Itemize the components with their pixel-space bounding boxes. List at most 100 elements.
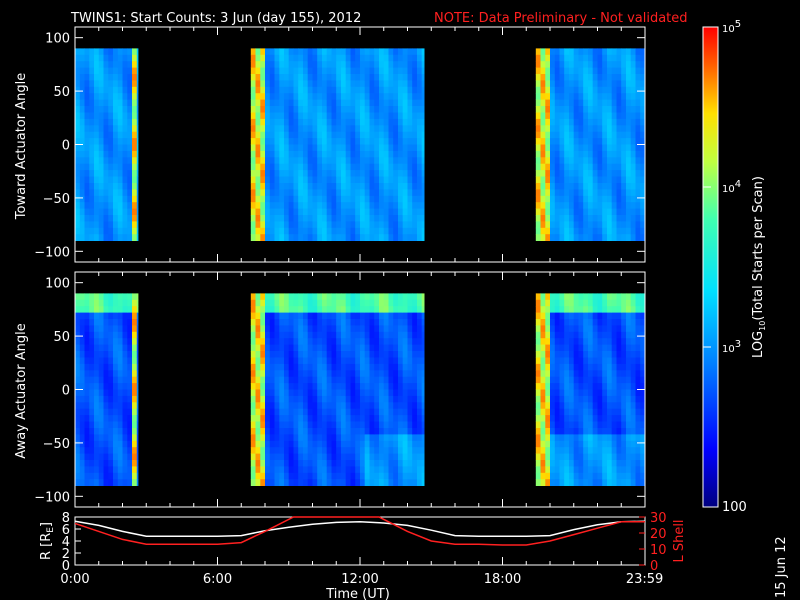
heatmap-cell	[597, 61, 603, 68]
heatmap-cell	[360, 93, 366, 100]
heatmap-cell	[398, 453, 404, 461]
heatmap-cell	[607, 93, 613, 100]
heatmap-cell	[616, 338, 622, 345]
heatmap-cell	[564, 138, 570, 145]
heatmap-cell	[284, 202, 290, 209]
heatmap-cell	[79, 195, 85, 203]
heatmap-cell	[379, 208, 385, 216]
heatmap-cell	[122, 99, 128, 107]
heatmap-cell	[393, 402, 399, 410]
heatmap-cell	[103, 338, 109, 345]
heatmap-cell	[288, 170, 294, 177]
heatmap-cell	[132, 118, 138, 126]
heatmap-cell	[317, 440, 323, 448]
heatmap-cell	[279, 67, 285, 75]
heatmap-cell	[317, 306, 323, 313]
heatmap-cell	[630, 351, 636, 358]
heatmap-cell	[616, 312, 622, 320]
heatmap-cell	[331, 306, 337, 313]
heatmap-cell	[559, 402, 565, 410]
heatmap-cell	[540, 215, 546, 222]
heatmap-cell	[132, 472, 138, 480]
heatmap-cell	[559, 183, 565, 190]
heatmap-cell	[569, 195, 575, 203]
heatmap-cell	[284, 138, 290, 145]
heatmap-cell	[113, 112, 119, 120]
heatmap-cell	[626, 99, 632, 107]
heatmap-cell	[640, 221, 646, 229]
heatmap-cell	[265, 208, 271, 216]
heatmap-cell	[379, 306, 385, 313]
heatmap-cell	[364, 415, 370, 422]
heatmap-cell	[407, 131, 413, 139]
heatmap-cell	[260, 118, 266, 126]
heatmap-cell	[341, 74, 347, 81]
heatmap-cell	[293, 402, 299, 410]
heatmap-cell	[602, 80, 608, 88]
heatmap-cell	[393, 150, 399, 158]
heatmap-cell	[75, 357, 81, 365]
heatmap-cell	[293, 80, 299, 88]
heatmap-cell	[355, 479, 361, 486]
heatmap-cell	[127, 428, 133, 435]
heatmap-cell	[274, 447, 280, 454]
heatmap-cell	[407, 338, 413, 345]
heatmap-cell	[350, 395, 356, 403]
heatmap-cell	[417, 227, 423, 235]
heatmap-cell	[388, 99, 394, 107]
heatmap-cell	[597, 306, 603, 313]
heatmap-cell	[89, 415, 95, 422]
heatmap-cell	[355, 234, 361, 241]
heatmap-cell	[412, 138, 418, 145]
heatmap-cell	[355, 202, 361, 209]
heatmap-cell	[103, 466, 109, 474]
heatmap-cell	[255, 157, 261, 165]
heatmap-cell	[550, 234, 556, 241]
heatmap-cell	[350, 479, 356, 486]
heatmap-cell	[573, 144, 579, 152]
heatmap-cell	[265, 389, 271, 397]
heatmap-cell	[288, 447, 294, 454]
y-tick-label: 0	[62, 384, 70, 399]
heatmap-cell	[293, 395, 299, 403]
lshell-series-line	[74, 516, 645, 546]
heatmap-cell	[79, 118, 85, 126]
heatmap-cell	[265, 351, 271, 358]
heatmap-cell	[550, 479, 556, 486]
heatmap-cell	[127, 80, 133, 88]
heatmap-cell	[578, 93, 584, 100]
heatmap-cell	[592, 344, 598, 352]
heatmap-cell	[326, 144, 332, 152]
heatmap-cell	[379, 202, 385, 209]
heatmap-cell	[554, 138, 560, 145]
heatmap-cell	[407, 408, 413, 416]
heatmap-cell	[113, 472, 119, 480]
heatmap-cell	[103, 74, 109, 81]
heatmap-cell	[317, 460, 323, 467]
heatmap-cell	[341, 215, 347, 222]
heatmap-cell	[379, 138, 385, 145]
heatmap-cell	[635, 466, 641, 474]
heatmap-cell	[540, 118, 546, 126]
heatmap-cell	[298, 234, 304, 241]
heatmap-cell	[597, 415, 603, 422]
heatmap-cell	[298, 395, 304, 403]
heatmap-cell	[583, 408, 589, 416]
heatmap-cell	[578, 338, 584, 345]
heatmap-cell	[260, 440, 266, 448]
heatmap-cell	[117, 383, 123, 390]
heatmap-cell	[573, 106, 579, 113]
heatmap-cell	[569, 370, 575, 378]
heatmap-cell	[94, 67, 100, 75]
heatmap-cell	[635, 118, 641, 126]
heatmap-cell	[331, 319, 337, 326]
heatmap-cell	[336, 183, 342, 190]
heatmap-cell	[398, 312, 404, 320]
heatmap-cell	[611, 389, 617, 397]
heatmap-cell	[640, 86, 646, 94]
heatmap-cell	[269, 331, 275, 339]
heatmap-cell	[607, 183, 613, 190]
heatmap-cell	[412, 93, 418, 100]
heatmap-cell	[355, 189, 361, 197]
